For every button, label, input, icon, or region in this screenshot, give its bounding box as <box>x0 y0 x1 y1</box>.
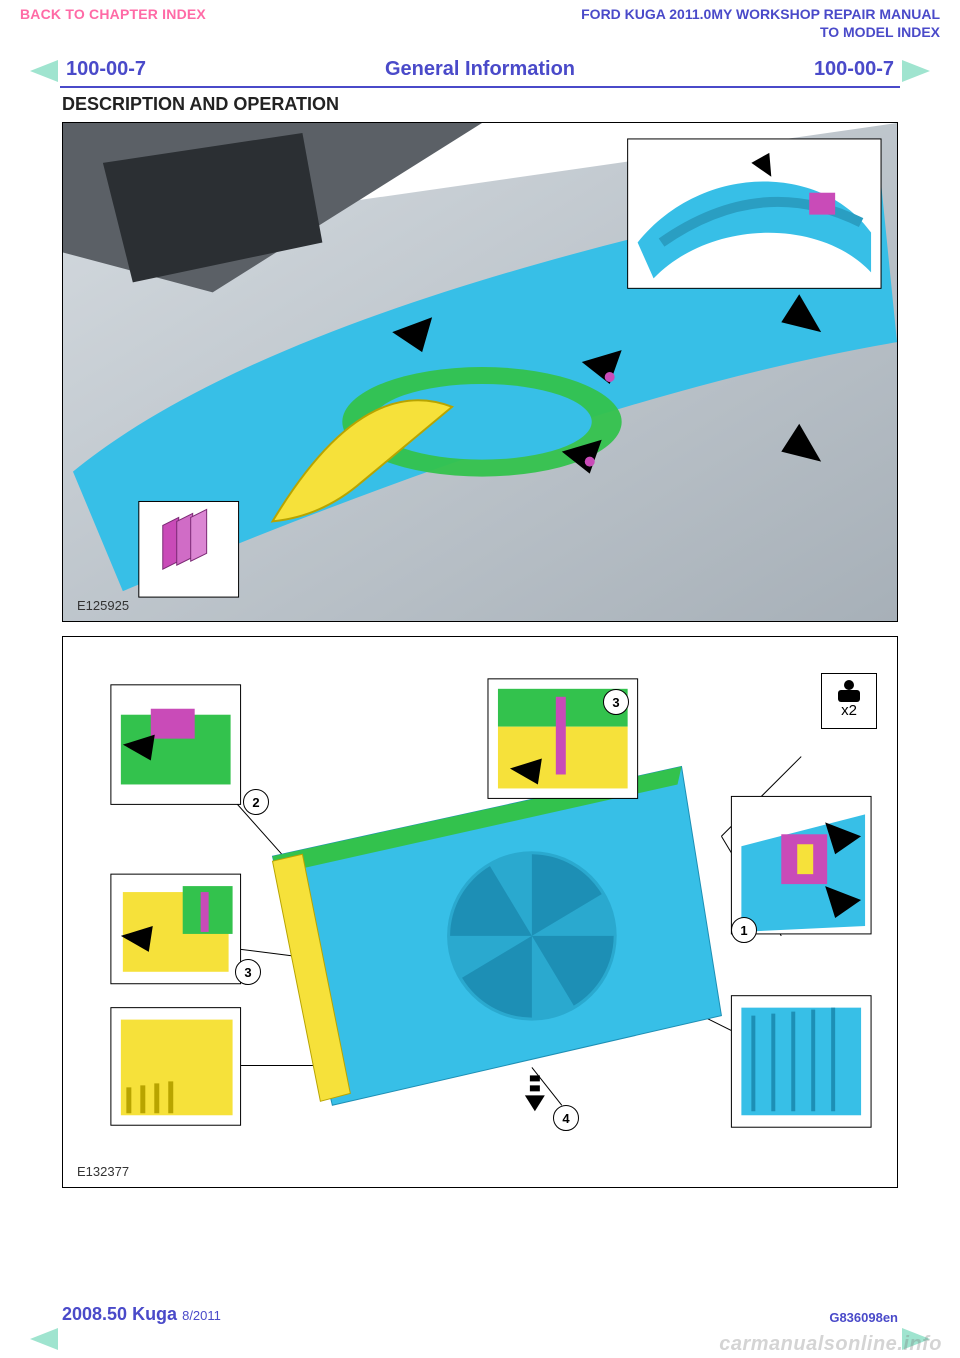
model-index-link[interactable]: TO MODEL INDEX <box>820 24 940 40</box>
page-footer: 2008.50 Kuga 8/2011 G836098en <box>62 1304 898 1332</box>
section-heading: DESCRIPTION AND OPERATION <box>62 94 339 115</box>
footer-doc-code: G836098en <box>829 1310 898 1325</box>
person-icon <box>829 678 869 704</box>
top-links: BACK TO CHAPTER INDEX FORD KUGA 2011.0MY… <box>16 6 944 42</box>
figure-2-callout-3a: 3 <box>603 689 629 715</box>
figure-2-callout-4: 4 <box>553 1105 579 1131</box>
watermark: carmanualsonline.info <box>719 1333 942 1356</box>
figure-2-illustration <box>63 637 897 1187</box>
figure-1-ref: E125925 <box>77 598 129 613</box>
two-person-lift-box: x2 <box>821 673 877 729</box>
figure-2-callout-2: 2 <box>243 789 269 815</box>
back-to-chapter-link[interactable]: BACK TO CHAPTER INDEX <box>20 6 206 22</box>
header-title: General Information <box>32 58 928 81</box>
footer-model-main: 2008.50 Kuga <box>62 1304 177 1324</box>
two-person-lift-label: x2 <box>822 702 876 719</box>
next-page-arrow-icon[interactable] <box>902 60 930 82</box>
prev-page-arrow-bottom-icon[interactable] <box>30 1328 58 1350</box>
figure-1: E125925 <box>62 122 898 622</box>
page-header: 100-00-7 General Information 100-00-7 <box>32 58 928 88</box>
header-rule <box>60 86 900 88</box>
prev-page-arrow-icon[interactable] <box>30 60 58 82</box>
figure-2-callout-1: 1 <box>731 917 757 943</box>
figure-2-callout-3b: 3 <box>235 959 261 985</box>
manual-title-link[interactable]: FORD KUGA 2011.0MY WORKSHOP REPAIR MANUA… <box>581 6 940 22</box>
figure-2-ref: E132377 <box>77 1164 129 1179</box>
header-code-right: 100-00-7 <box>814 58 894 81</box>
figure-2: 2 3 3 1 4 x2 E132377 <box>62 636 898 1188</box>
footer-model-sub: 8/2011 <box>182 1308 221 1323</box>
footer-model: 2008.50 Kuga 8/2011 <box>62 1304 221 1324</box>
figure-1-illustration <box>63 123 897 621</box>
